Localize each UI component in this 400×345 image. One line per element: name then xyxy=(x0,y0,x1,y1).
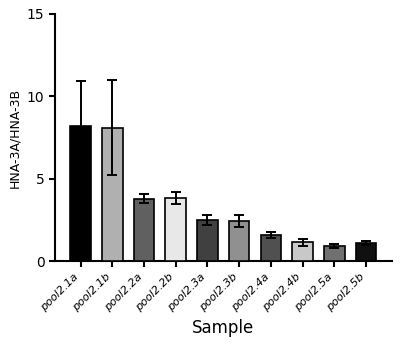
Bar xyxy=(356,243,376,261)
Y-axis label: HNA-3A/HNA-3B: HNA-3A/HNA-3B xyxy=(8,88,21,188)
Bar xyxy=(324,246,345,261)
Bar xyxy=(292,242,313,261)
Bar xyxy=(70,126,91,261)
Bar xyxy=(260,235,281,261)
X-axis label: Sample: Sample xyxy=(192,319,254,337)
Bar xyxy=(134,199,154,261)
Bar xyxy=(102,128,122,261)
Bar xyxy=(229,221,250,261)
Bar xyxy=(166,198,186,261)
Bar xyxy=(197,220,218,261)
